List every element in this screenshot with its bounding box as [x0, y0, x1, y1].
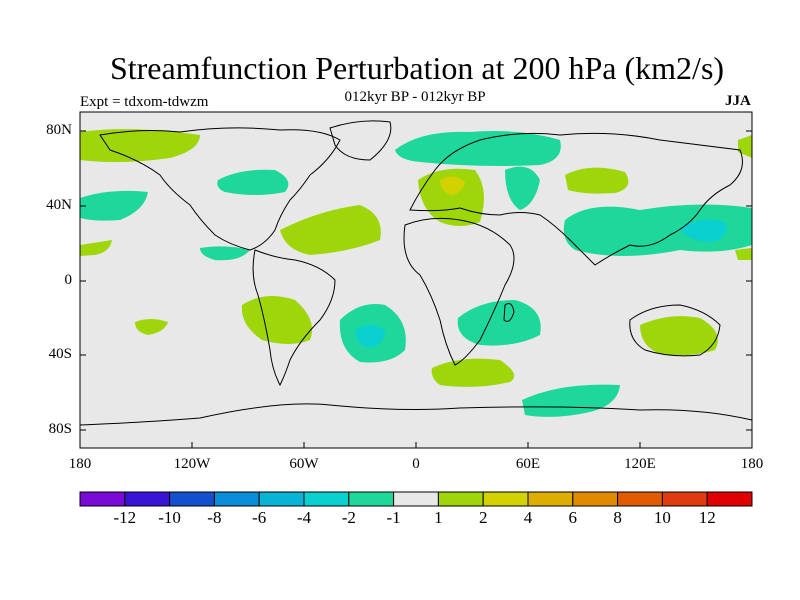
colorbar-swatch — [213, 491, 260, 507]
colorbar-swatch — [527, 491, 574, 507]
colorbar-swatch — [169, 491, 215, 507]
season-label: JJA — [725, 93, 751, 109]
colorbar-swatch — [393, 491, 439, 507]
colorbar-tick-label: 1 — [434, 508, 443, 527]
colorbar-swatch — [617, 491, 663, 507]
colorbar-swatch — [303, 491, 350, 507]
lon-label-120w: 120W — [173, 456, 211, 472]
lat-label-0: 0 — [64, 272, 73, 288]
colorbar-swatch — [706, 491, 753, 507]
lon-ticks — [79, 442, 753, 448]
colorbar-tick-label: 2 — [478, 508, 488, 527]
lon-label-180w: 180 — [68, 456, 92, 472]
colorbar-swatch — [124, 491, 171, 507]
colorbar-swatch — [348, 491, 395, 507]
colorbar-tick-label: -10 — [158, 508, 181, 527]
colorbar-swatch — [661, 491, 708, 507]
lon-label-120e: 120E — [624, 456, 656, 472]
lat-label-80n: 80N — [46, 122, 72, 138]
lat-label-80s: 80S — [48, 421, 72, 437]
lat-label-40n: 40N — [46, 197, 72, 213]
map-background — [80, 112, 752, 448]
lon-label-180e: 180 — [740, 456, 764, 472]
lat-ticks — [80, 130, 752, 431]
field-anomalies — [80, 129, 752, 417]
colorbar-tick-label: -12 — [113, 508, 137, 527]
colorbar-swatch — [79, 491, 126, 507]
colorbar-tick-label: 4 — [523, 508, 533, 527]
colorbar-swatch — [482, 491, 529, 507]
lon-label-0: 0 — [412, 456, 420, 472]
colorbar-swatch — [572, 491, 619, 507]
plot-subtitle: 012kyr BP - 012kyr BP — [344, 89, 486, 105]
colorbar-tick-label: 8 — [613, 508, 622, 527]
plot-title: Streamfunction Perturbation at 200 hPa (… — [109, 50, 725, 86]
colorbar-tick-label: -6 — [252, 508, 267, 527]
coastlines — [79, 120, 753, 426]
colorbar-tick-label: -8 — [207, 508, 222, 527]
colorbar — [79, 491, 753, 507]
colorbar-tick-label: 6 — [568, 508, 578, 527]
colorbar-tick-label: -4 — [296, 508, 312, 527]
colorbar-tick-label: 10 — [653, 508, 671, 527]
lon-label-60w: 60W — [289, 456, 319, 472]
experiment-label: Expt = tdxom-tdwzm — [80, 94, 209, 110]
colorbar-tick-label: -2 — [341, 508, 356, 527]
colorbar-tick-label: 12 — [698, 508, 716, 527]
lat-label-40s: 40S — [48, 346, 72, 362]
colorbar-swatch — [437, 491, 484, 507]
colorbar-swatch — [258, 491, 305, 507]
lon-label-60e: 60E — [515, 456, 541, 472]
colorbar-tick-label: -1 — [386, 508, 401, 527]
